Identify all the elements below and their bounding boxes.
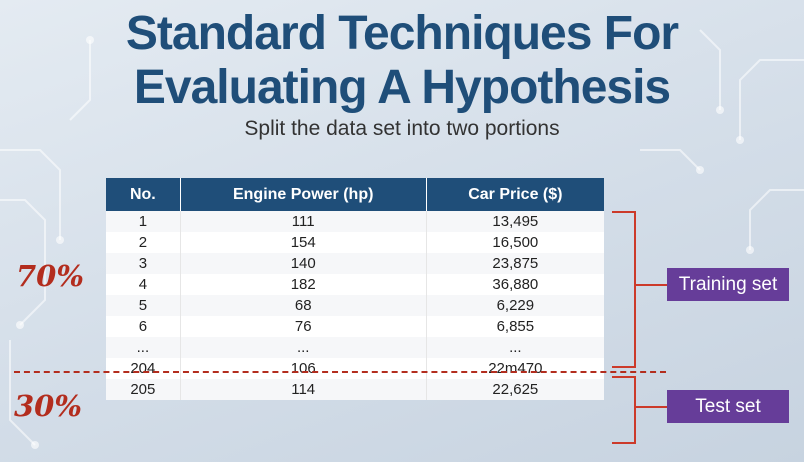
cell-engine-power: 140 (179, 253, 427, 274)
cell-no: ... (106, 337, 181, 358)
table-row: 6 76 6,855 (106, 316, 604, 337)
cell-engine-power: 154 (179, 232, 427, 253)
cell-car-price: 6,229 (425, 295, 604, 316)
training-bracket-connector (636, 284, 668, 286)
train-percent-label: 70% (16, 259, 84, 293)
table-row: 204 106 22m470 (106, 358, 604, 379)
slide-title-line2: Evaluating A Hypothesis (133, 61, 671, 114)
cell-engine-power: 111 (179, 211, 427, 232)
cell-car-price: 23,875 (425, 253, 604, 274)
table-row: 1 111 13,495 (106, 211, 604, 232)
cell-no: 6 (106, 316, 181, 337)
cell-car-price: 16,500 (425, 232, 604, 253)
slide-title-line1: Standard Techniques For (125, 7, 679, 60)
column-header-no: No. (106, 178, 181, 211)
table-row: 5 68 6,229 (106, 295, 604, 316)
table-row: ... ... ... (106, 337, 604, 358)
cell-no: 204 (106, 358, 181, 379)
cell-no: 2 (106, 232, 181, 253)
cell-no: 205 (106, 379, 181, 400)
cell-car-price: ... (425, 337, 604, 358)
cell-engine-power: ... (179, 337, 427, 358)
slide-subtitle: Split the data set into two portions (244, 117, 560, 140)
table-row: 3 140 23,875 (106, 253, 604, 274)
cell-car-price: 36,880 (425, 274, 604, 295)
cell-no: 3 (106, 253, 181, 274)
test-bracket-connector (636, 406, 668, 408)
table-row: 205 114 22,625 (106, 379, 604, 400)
split-divider-line (14, 371, 666, 373)
training-bracket (612, 211, 636, 368)
cell-car-price: 13,495 (425, 211, 604, 232)
column-header-engine-power: Engine Power (hp) (179, 178, 427, 211)
cell-no: 5 (106, 295, 181, 316)
cell-car-price: 22,625 (425, 379, 604, 400)
cell-engine-power: 182 (179, 274, 427, 295)
training-set-label: Training set (667, 268, 789, 301)
cell-no: 1 (106, 211, 181, 232)
column-header-car-price: Car Price ($) (425, 178, 604, 211)
table-header-row: No. Engine Power (hp) Car Price ($) (106, 178, 604, 211)
car-data-table: No. Engine Power (hp) Car Price ($) 1 11… (106, 178, 604, 400)
cell-engine-power: 76 (179, 316, 427, 337)
cell-no: 4 (106, 274, 181, 295)
cell-engine-power: 106 (179, 358, 427, 379)
cell-engine-power: 68 (179, 295, 427, 316)
test-percent-label: 30% (14, 389, 82, 423)
cell-car-price: 6,855 (425, 316, 604, 337)
test-bracket (612, 376, 636, 444)
table-row: 4 182 36,880 (106, 274, 604, 295)
test-set-label: Test set (667, 390, 789, 423)
table-row: 2 154 16,500 (106, 232, 604, 253)
cell-car-price: 22m470 (425, 358, 604, 379)
cell-engine-power: 114 (179, 379, 427, 400)
